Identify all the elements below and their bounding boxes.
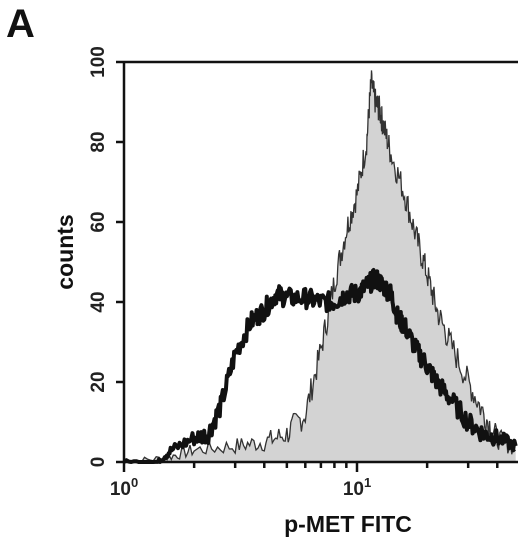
x-ticks: 100 101 xyxy=(110,462,499,500)
panel-label: A xyxy=(6,2,35,46)
series-layer xyxy=(122,70,518,464)
x-tick-label: 100 xyxy=(110,475,138,500)
series-0-outline xyxy=(123,70,517,463)
x-axis-title: p-MET FITC xyxy=(284,511,412,537)
series-1-line xyxy=(122,268,518,464)
y-tick-label: 60 xyxy=(88,211,109,232)
y-tick-label: 80 xyxy=(88,131,109,152)
y-tick-label: 20 xyxy=(88,371,109,392)
y-tick-label: 0 xyxy=(88,457,109,468)
x-tick-label: 101 xyxy=(343,475,371,500)
y-tick-label: 100 xyxy=(88,46,109,78)
series-0-area xyxy=(124,70,516,463)
y-ticks: 0 20 40 60 80 100 xyxy=(88,46,124,467)
y-axis-title: counts xyxy=(52,214,78,289)
y-tick-label: 40 xyxy=(88,291,109,312)
